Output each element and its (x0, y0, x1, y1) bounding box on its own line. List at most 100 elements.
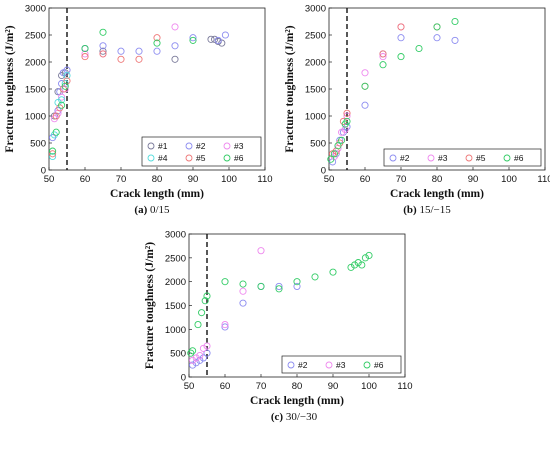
panel-caption: (b) 15/−15 (403, 204, 451, 216)
legend-box (281, 355, 402, 374)
data-point (49, 150, 57, 158)
y-tick-label: 1000 (165, 325, 186, 336)
y-tick-label: 0 (41, 166, 46, 177)
x-tick-label: 50 (184, 381, 195, 392)
data-point (135, 55, 143, 63)
data-point (196, 351, 204, 360)
x-tick-label: 80 (432, 174, 443, 185)
data-point (171, 42, 179, 50)
x-tick-label: 50 (44, 174, 55, 185)
data-point (361, 101, 369, 109)
data-point (338, 136, 346, 144)
data-point (347, 263, 355, 271)
data-point (189, 36, 197, 44)
y-tick-label: 500 (170, 349, 186, 360)
data-point (257, 247, 265, 255)
x-tick-label: 70 (396, 174, 407, 185)
panel-caption: (c) 30/−30 (271, 411, 318, 423)
data-point (192, 354, 200, 362)
y-tick-label: 3000 (165, 230, 186, 241)
caption-text: 15/−15 (419, 204, 451, 216)
data-point (293, 278, 301, 286)
data-point (397, 53, 405, 61)
legend-marker (185, 154, 193, 162)
data-point (203, 342, 211, 350)
data-point (171, 55, 179, 63)
x-tick-label: 50 (324, 174, 335, 185)
data-point (415, 44, 423, 53)
data-point (343, 117, 351, 125)
data-point (358, 261, 366, 269)
data-point (196, 356, 204, 364)
x-tick-label: 80 (152, 174, 163, 185)
y-tick-label: 2500 (305, 31, 326, 42)
series-6 (327, 17, 459, 163)
data-point (99, 50, 107, 58)
legend-marker (147, 154, 155, 162)
panel-caption: (a) 0/15 (134, 204, 170, 216)
legend-box (383, 148, 542, 167)
legend-label: #2 (400, 153, 410, 163)
legend-label: #5 (196, 153, 206, 163)
caption-label: (a) (134, 204, 147, 216)
x-tick-label: 80 (292, 381, 303, 392)
legend-marker (287, 361, 295, 369)
x-tick-label: 70 (116, 174, 127, 185)
legend-label: #3 (438, 153, 448, 163)
x-tick-label: 60 (80, 174, 91, 185)
legend-marker (223, 142, 231, 150)
data-point (58, 101, 66, 109)
x-axis-label: Crack length (mm) (250, 395, 344, 407)
x-axis-label: Crack length (mm) (390, 188, 484, 200)
y-tick-label: 2000 (25, 58, 46, 69)
data-point (58, 93, 66, 101)
y-tick-label: 3000 (305, 4, 326, 15)
data-point (99, 47, 107, 55)
data-point (99, 28, 107, 36)
data-point (311, 273, 319, 281)
data-point (81, 53, 89, 61)
data-point (433, 34, 441, 42)
data-point (257, 282, 265, 290)
x-tick-label: 90 (328, 381, 339, 392)
x-tick-label: 60 (360, 174, 371, 185)
data-point (330, 150, 338, 158)
y-tick-label: 1500 (305, 85, 326, 96)
y-axis-label: Fracture toughness (J/m²) (144, 242, 156, 369)
legend-label: #4 (158, 153, 168, 163)
x-tick-label: 60 (220, 381, 231, 392)
chart-panel-1: 50 60 70 80 90 100 110 0 500 1000 1500 2000 2500 3000… (4, 4, 273, 217)
data-point (189, 356, 197, 364)
data-point (293, 282, 301, 290)
series-2 (329, 34, 459, 166)
data-point (343, 112, 351, 120)
y-tick-label: 2000 (305, 58, 326, 69)
legend-label: #6 (374, 360, 384, 370)
data-point (192, 359, 200, 367)
series-6 (187, 251, 373, 357)
series-2 (49, 31, 229, 142)
data-point (361, 82, 369, 90)
series-3 (330, 23, 405, 161)
data-point (189, 361, 197, 369)
legend-marker (363, 361, 371, 369)
x-tick-label: 100 (221, 174, 237, 185)
data-point (81, 50, 89, 58)
data-point (189, 347, 197, 355)
data-point (334, 142, 342, 150)
data-point (81, 44, 89, 53)
legend: #1 #2 #3 #4 #5 #6 (141, 136, 262, 167)
data-point (275, 282, 283, 290)
data-point (49, 147, 57, 155)
y-tick-label: 0 (181, 373, 186, 384)
series-3 (50, 23, 179, 123)
x-tick-label: 90 (188, 174, 199, 185)
data-point (221, 321, 229, 329)
data-point (365, 251, 373, 259)
data-point (194, 321, 202, 329)
data-point (239, 280, 247, 288)
legend-label: #3 (234, 141, 244, 151)
legend-label: #6 (514, 153, 524, 163)
y-axis-label: Fracture toughness (J/m²) (284, 25, 296, 152)
